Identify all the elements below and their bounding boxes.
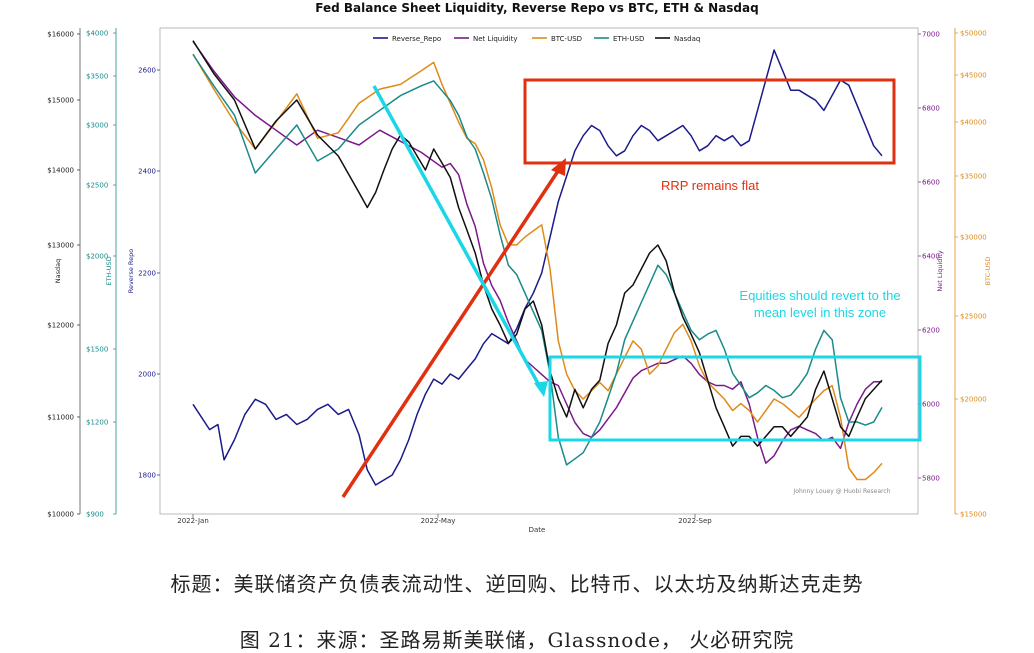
rrp-tick-label: 2400: [138, 168, 156, 176]
caption-source: 图 21：来源：圣路易斯美联储，Glassnode， 火必研究院: [239, 628, 795, 652]
legend-label: Reverse_Repo: [392, 35, 441, 43]
equity-drop-arrowhead: [534, 381, 548, 397]
eth-tick-label: $3500: [86, 73, 108, 81]
eth-tick-label: $4000: [86, 30, 108, 38]
net_liquidity-tick-label: 6400: [922, 253, 940, 261]
eth-tick-label: $2500: [86, 182, 108, 190]
nasdaq-tick-label: $16000: [47, 31, 74, 39]
rrp-rise-arrow: [341, 167, 562, 498]
eth-axis-label: ETH-USD: [105, 256, 113, 285]
equity-revert-label: Equities should revert to the: [739, 288, 900, 303]
nasdaq-tick-label: $12000: [47, 322, 74, 330]
nasdaq-tick-label: $14000: [47, 167, 74, 175]
btc-axis-label: BTC-USD: [984, 257, 992, 286]
x-tick-label: 2022-Jan: [177, 517, 209, 525]
legend: Reverse_Repo Net Liquidity BTC-USD ETH-USD N…: [373, 35, 700, 43]
btc-tick-label: $40000: [960, 119, 987, 127]
x-tick-label: 2022-May: [421, 517, 456, 525]
rrp-rise-arrowhead: [551, 158, 566, 176]
btc-tick-label: $50000: [960, 30, 987, 38]
net_liquidity-tick-label: 5800: [922, 475, 940, 483]
nasdaq-tick-label: $11000: [47, 414, 74, 422]
series-line-net-liquidity: [192, 40, 882, 464]
chart: Fed Balance Sheet Liquidity, Reverse Rep…: [47, 1, 992, 534]
axes-layer: $10000 $11000 $12000 $13000 $14000 $15000 $160…: [47, 30, 992, 526]
x-axis-label: Date: [529, 526, 546, 534]
net_liquidity-tick-label: 6000: [922, 401, 940, 409]
watermark: Johnny Louey @ Huobi Research: [793, 488, 891, 495]
net_liquidity-tick-label: 6800: [922, 105, 940, 113]
rrp-tick-label: 2000: [138, 371, 156, 379]
series-line-eth-usd: [192, 54, 883, 466]
btc-tick-label: $25000: [960, 313, 987, 321]
net_liquidity-axis-label: Net Liquidity: [936, 250, 944, 291]
rrp-tick-label: 2200: [138, 270, 156, 278]
series-line-reverse-repo: [192, 49, 883, 486]
series-line-nasdaq: [192, 40, 883, 447]
series-line-btc-usd: [192, 53, 883, 481]
legend-label: Nasdaq: [674, 35, 700, 43]
eth-tick-label: $1500: [86, 346, 108, 354]
chart-title: Fed Balance Sheet Liquidity, Reverse Rep…: [315, 1, 758, 15]
rrp-axis-label: Reverse Repo: [127, 249, 135, 294]
btc-tick-label: $15000: [960, 511, 987, 519]
rrp-flat-box: [523, 78, 896, 165]
btc-tick-label: $35000: [960, 173, 987, 181]
net_liquidity-tick-label: 7000: [922, 31, 940, 39]
nasdaq-tick-label: $10000: [47, 511, 74, 519]
legend-label: BTC-USD: [551, 35, 582, 43]
eth-tick-label: $3000: [86, 122, 108, 130]
equity-drop-arrow: [372, 85, 542, 388]
nasdaq-tick-label: $13000: [47, 242, 74, 250]
x-tick-label: 2022-Sep: [678, 517, 712, 525]
btc-tick-label: $30000: [960, 234, 987, 242]
eth-tick-label: $900: [86, 511, 104, 519]
nasdaq-tick-label: $15000: [47, 97, 74, 105]
legend-label: Net Liquidity: [473, 35, 517, 43]
legend-label: ETH-USD: [613, 35, 644, 43]
rrp-tick-label: 1800: [138, 472, 156, 480]
eth-tick-label: $2000: [86, 253, 108, 261]
series-layer: [192, 40, 883, 486]
plot-frame: [159, 27, 919, 515]
nasdaq-axis-label: Nasdaq: [54, 259, 62, 283]
net_liquidity-tick-label: 6200: [922, 327, 940, 335]
equity-revert-label: mean level in this zone: [754, 305, 886, 320]
equity-revert-box: [548, 355, 922, 442]
btc-tick-label: $20000: [960, 396, 987, 404]
caption-title: 标题：美联储资产负债表流动性、逆回购、比特币、以太坊及纳斯达克走势: [170, 572, 864, 596]
annotations-layer: RRP remains flat Equities should revert t…: [341, 78, 922, 498]
rrp-tick-label: 2600: [138, 67, 156, 75]
btc-tick-label: $45000: [960, 72, 987, 80]
eth-tick-label: $1200: [86, 419, 108, 427]
rrp-flat-label: RRP remains flat: [661, 178, 759, 193]
net_liquidity-tick-label: 6600: [922, 179, 940, 187]
